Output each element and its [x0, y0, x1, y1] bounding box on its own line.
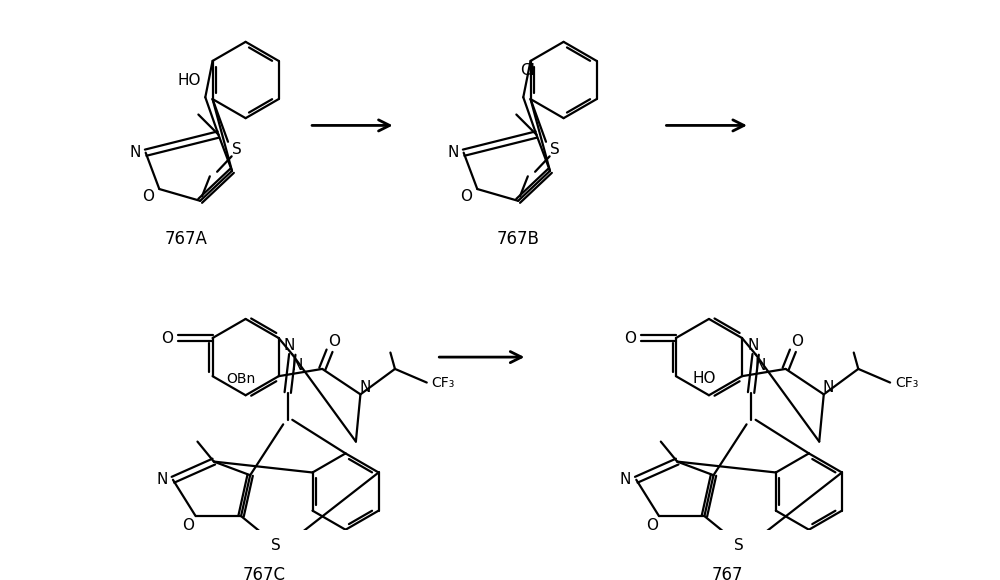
- Text: O: O: [161, 331, 173, 346]
- Text: 767: 767: [711, 566, 743, 580]
- Text: N: N: [823, 379, 834, 394]
- Text: O: O: [142, 189, 154, 204]
- Text: HO: HO: [693, 371, 716, 386]
- Text: N: N: [620, 472, 631, 487]
- Text: S: S: [271, 538, 280, 553]
- Text: OBn: OBn: [226, 372, 256, 386]
- Text: S: S: [232, 142, 242, 157]
- Text: N: N: [754, 358, 766, 373]
- Text: S: S: [550, 142, 560, 157]
- Text: CF₃: CF₃: [895, 375, 918, 390]
- Text: N: N: [747, 338, 759, 353]
- Text: CF₃: CF₃: [431, 375, 455, 390]
- Text: N: N: [291, 358, 303, 373]
- Text: O: O: [460, 189, 472, 204]
- Text: N: N: [284, 338, 295, 353]
- Text: O: O: [624, 331, 636, 346]
- Text: Cl: Cl: [520, 63, 535, 78]
- Text: 767A: 767A: [165, 230, 208, 248]
- Text: 767B: 767B: [497, 230, 540, 248]
- Text: O: O: [182, 518, 194, 532]
- Text: O: O: [646, 518, 658, 532]
- Text: N: N: [129, 145, 140, 160]
- Text: N: N: [447, 145, 458, 160]
- Text: O: O: [328, 334, 340, 349]
- Text: S: S: [734, 538, 744, 553]
- Text: O: O: [791, 334, 803, 349]
- Text: N: N: [156, 472, 168, 487]
- Text: HO: HO: [177, 74, 201, 88]
- Text: 767C: 767C: [242, 566, 285, 580]
- Text: N: N: [359, 379, 371, 394]
